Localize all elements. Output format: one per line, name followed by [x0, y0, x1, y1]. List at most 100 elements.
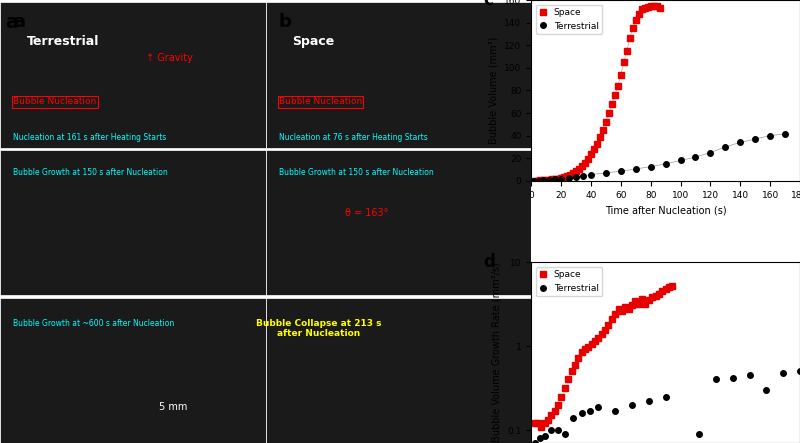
Space	[533, 421, 542, 426]
Space	[664, 285, 674, 290]
Line: Space: Space	[532, 283, 675, 429]
Terrestrial	[646, 164, 655, 169]
Terrestrial	[560, 431, 570, 436]
Terrestrial	[795, 369, 800, 374]
Y-axis label: Bubble Volume (mm³): Bubble Volume (mm³)	[489, 37, 498, 144]
Space	[530, 421, 539, 426]
Terrestrial	[568, 415, 578, 420]
Text: Bubble Collapse at 213 s
after Nucleation: Bubble Collapse at 213 s after Nucleatio…	[256, 319, 382, 338]
Text: c: c	[483, 0, 493, 9]
Space	[574, 355, 583, 361]
Terrestrial	[610, 408, 620, 413]
Space	[613, 83, 622, 89]
Space	[643, 4, 653, 9]
Terrestrial	[694, 431, 704, 436]
Space	[580, 160, 590, 165]
Terrestrial	[601, 170, 610, 175]
Legend: Space, Terrestrial: Space, Terrestrial	[536, 4, 602, 34]
Y-axis label: Bubble Volume Growth Rate (mm³/s): Bubble Volume Growth Rate (mm³/s)	[491, 263, 502, 443]
Space	[538, 178, 548, 183]
Space	[560, 385, 570, 390]
Space	[640, 5, 650, 11]
Space	[587, 342, 597, 347]
Space	[628, 26, 638, 31]
Text: θ = 163°: θ = 163°	[346, 208, 389, 218]
Space	[583, 344, 593, 350]
Space	[594, 335, 603, 341]
Terrestrial	[778, 370, 788, 376]
Space	[562, 173, 572, 179]
Space	[610, 92, 620, 97]
Line: Terrestrial: Terrestrial	[532, 369, 800, 443]
Terrestrial	[530, 178, 539, 183]
Space	[540, 421, 550, 426]
Space	[590, 338, 600, 344]
Space	[547, 177, 557, 182]
Space	[638, 297, 647, 302]
Space	[583, 156, 593, 161]
Space	[592, 141, 602, 146]
Space	[650, 293, 660, 298]
Text: Bubble Growth at 150 s after Nucleation: Bubble Growth at 150 s after Nucleation	[279, 168, 434, 177]
Terrestrial	[745, 373, 754, 378]
Space	[580, 346, 590, 352]
Space	[617, 309, 626, 314]
Terrestrial	[556, 176, 566, 182]
Space	[543, 418, 553, 423]
Space	[568, 171, 578, 176]
Space	[652, 4, 662, 9]
X-axis label: Time after Nucleation (s): Time after Nucleation (s)	[605, 205, 726, 215]
Space	[616, 72, 626, 77]
Space	[556, 175, 566, 180]
Terrestrial	[762, 387, 771, 392]
Bar	[0, 298, 266, 443]
Legend: Space, Terrestrial: Space, Terrestrial	[536, 267, 602, 296]
Bar	[0, 150, 266, 295]
Space	[607, 316, 617, 322]
Terrestrial	[661, 394, 670, 399]
Space	[546, 412, 556, 418]
Space	[595, 135, 605, 140]
Space	[667, 284, 677, 289]
Space	[644, 298, 654, 303]
Text: Space: Space	[292, 35, 334, 48]
Terrestrial	[594, 404, 603, 409]
Space	[574, 166, 584, 171]
Text: 5 mm: 5 mm	[159, 402, 188, 412]
Space	[589, 147, 598, 152]
Terrestrial	[586, 408, 595, 413]
Space	[610, 311, 620, 317]
Text: b: b	[279, 13, 292, 31]
Space	[577, 163, 586, 169]
Space	[634, 301, 643, 307]
Terrestrial	[631, 166, 641, 171]
Space	[559, 174, 569, 179]
Terrestrial	[550, 177, 560, 182]
Terrestrial	[546, 427, 556, 433]
Text: d: d	[483, 253, 494, 271]
Space	[661, 286, 670, 291]
Space	[607, 101, 617, 107]
Terrestrial	[538, 178, 548, 183]
Terrestrial	[586, 172, 596, 177]
Text: ↑ Gravity: ↑ Gravity	[146, 53, 193, 63]
Space	[614, 306, 623, 311]
Space	[557, 394, 566, 399]
Terrestrial	[530, 440, 539, 443]
Terrestrial	[616, 168, 626, 174]
Space	[655, 5, 665, 11]
Space	[537, 424, 546, 429]
Text: Nucleation at 161 s after Heating Starts: Nucleation at 161 s after Heating Starts	[14, 133, 166, 142]
Space	[641, 301, 650, 307]
Space	[601, 120, 610, 125]
Terrestrial	[711, 377, 721, 382]
Terrestrial	[534, 435, 544, 441]
Terrestrial	[578, 173, 588, 179]
Space	[577, 350, 586, 355]
Space	[597, 331, 606, 337]
Terrestrial	[780, 131, 790, 136]
Terrestrial	[544, 177, 554, 183]
Text: Bubble Nucleation: Bubble Nucleation	[279, 97, 362, 106]
Space	[624, 306, 634, 311]
Space	[654, 291, 664, 296]
